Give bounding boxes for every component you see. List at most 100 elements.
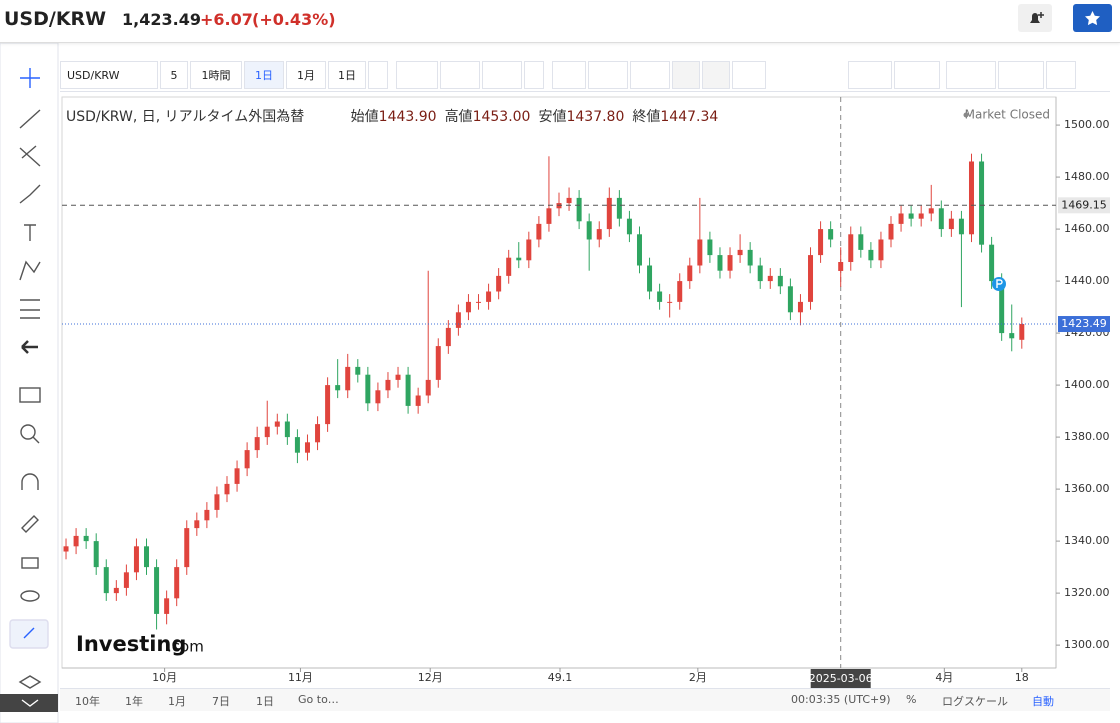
status-dot <box>963 112 969 118</box>
candle-body <box>405 374 411 406</box>
ohlc-value: 1447.34 <box>660 109 719 125</box>
candle-body <box>415 395 421 406</box>
candle-body <box>536 223 542 240</box>
price-label-box <box>1058 316 1110 333</box>
candle-body <box>224 483 230 495</box>
load-button[interactable] <box>946 61 996 89</box>
compare-button[interactable] <box>630 61 670 89</box>
candle-body <box>435 346 441 380</box>
candle-body <box>667 301 673 303</box>
range-button[interactable]: 1年 <box>125 695 143 708</box>
candle-body <box>677 281 683 302</box>
candle-body <box>345 366 351 391</box>
fullscreen-button[interactable] <box>1046 61 1076 89</box>
snapshot-button[interactable] <box>848 61 892 89</box>
candle-body <box>83 535 89 542</box>
save-button[interactable] <box>998 61 1044 89</box>
candle-body <box>486 291 492 302</box>
candle-body <box>113 587 119 594</box>
candle-body <box>254 437 260 451</box>
y-tick-label: 1400.00 <box>1064 378 1110 391</box>
candle-body <box>465 301 471 313</box>
auto-scale-toggle[interactable]: 自動 <box>1032 695 1054 708</box>
candle-body <box>234 468 240 484</box>
symbol: USD/KRW <box>4 8 107 30</box>
candle-body <box>315 424 321 443</box>
candle-body <box>103 567 109 594</box>
range-button[interactable]: 10年 <box>75 695 100 708</box>
alert-tool-button[interactable] <box>732 61 766 89</box>
candle-body <box>898 213 904 224</box>
interval-button[interactable]: 1日 <box>328 61 366 89</box>
undo-button[interactable] <box>672 61 700 89</box>
interval-button[interactable]: 1日 <box>244 61 284 89</box>
candle-body <box>948 218 954 230</box>
toolbar: USD/KRW 5 1時間 1日 1月 1日 <box>60 61 1110 92</box>
clock: 00:03:35 (UTC+9) <box>791 693 891 706</box>
market-status: Market Closed <box>965 108 1050 122</box>
candle-body <box>174 567 180 599</box>
interval-button[interactable]: 5 <box>160 61 188 89</box>
candle-body <box>757 265 763 282</box>
log-scale-toggle[interactable]: ログスケール <box>942 695 1008 708</box>
event-marker-glyph <box>996 279 1003 288</box>
watchlist-button[interactable] <box>1073 4 1112 32</box>
alert-icon <box>1030 12 1044 23</box>
crosshair-label-box <box>810 669 871 688</box>
alert-button[interactable] <box>1018 4 1052 32</box>
interval-button[interactable]: 1時間 <box>190 61 242 89</box>
range-button[interactable]: 1日 <box>256 695 274 708</box>
line-type-button[interactable] <box>440 61 480 89</box>
percent-toggle[interactable]: % <box>906 693 917 706</box>
candle-body <box>616 197 622 219</box>
y-tick-label: 1360.00 <box>1064 482 1110 495</box>
range-button[interactable]: 7日 <box>212 695 230 708</box>
redo-button[interactable] <box>702 61 730 89</box>
candle-body <box>657 291 663 302</box>
price-label: 1469.15 <box>1061 198 1107 211</box>
candle-body <box>707 239 713 256</box>
bottom-bar: 10年 1年 1月 7日 1日 Go to… 00:03:35 (UTC+9) … <box>60 688 1110 711</box>
candle-body <box>596 229 602 240</box>
indicators-button[interactable] <box>588 61 628 89</box>
candle-body <box>395 374 401 380</box>
candle-body <box>516 257 522 261</box>
symbol-input[interactable]: USD/KRW <box>60 61 158 89</box>
candle-body <box>787 286 793 313</box>
settings-button[interactable] <box>552 61 586 89</box>
candle-body <box>123 572 129 588</box>
candle-body <box>194 520 200 529</box>
candle-body <box>777 275 783 287</box>
candle-body <box>606 197 612 230</box>
candle-body <box>958 218 964 235</box>
interval-button[interactable]: 1月 <box>286 61 326 89</box>
candle-body <box>184 528 190 568</box>
ohlc-value: 1453.00 <box>472 109 531 125</box>
price-label-box <box>1058 197 1110 214</box>
color-button[interactable] <box>894 61 940 89</box>
candle-body <box>496 275 502 292</box>
legend: USD/KRW, 日, リアルタイム外国為替 始値1443.90 高値1453.0… <box>66 106 726 126</box>
candle-type-button[interactable] <box>396 61 438 89</box>
y-tick-label: 1380.00 <box>1064 430 1110 443</box>
candle-body <box>868 249 874 261</box>
candle-body <box>808 255 814 302</box>
x-tick-label: 18 <box>1015 671 1029 684</box>
candle-body <box>858 234 864 250</box>
bar-type-button[interactable] <box>482 61 522 89</box>
candle-body <box>636 234 642 266</box>
range-button[interactable]: 1月 <box>168 695 186 708</box>
candle-body <box>938 208 944 230</box>
candle-body <box>1009 333 1015 339</box>
interval-dropdown[interactable] <box>368 61 388 89</box>
candle-body <box>727 255 733 271</box>
goto-button[interactable]: Go to… <box>298 693 339 706</box>
candle-body <box>385 379 391 391</box>
chart-type-dropdown[interactable] <box>524 61 544 89</box>
ohlc-label: 終値 <box>632 109 661 125</box>
candle-body <box>566 197 572 204</box>
x-tick-label: 49.1 <box>548 671 573 684</box>
candle-body <box>204 509 210 521</box>
